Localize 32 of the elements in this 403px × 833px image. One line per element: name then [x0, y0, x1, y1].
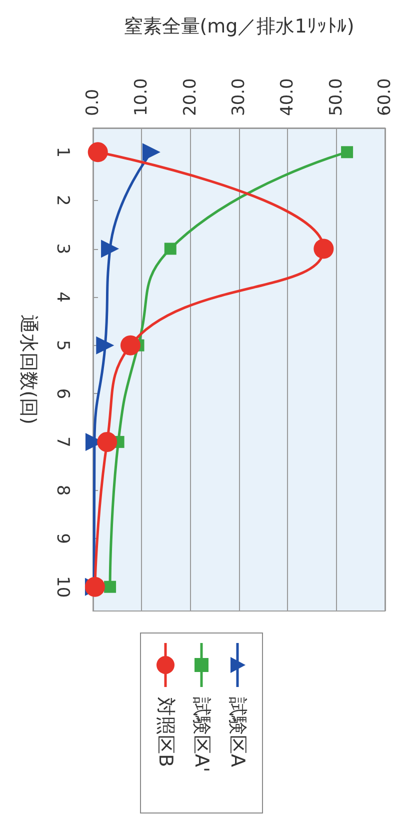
- x-tick-label: 40.0: [278, 78, 298, 116]
- x-tick-label: 20.0: [180, 78, 200, 116]
- x-tick-label: 60.0: [375, 78, 395, 116]
- point: [314, 238, 334, 259]
- y-tick-label: 3: [52, 243, 72, 254]
- y-tick-label: 8: [52, 484, 72, 496]
- y-tick-label: 5: [52, 340, 72, 351]
- y-tick-label: 9: [52, 533, 72, 544]
- y-tick-label: 2: [52, 195, 72, 206]
- point: [341, 146, 354, 158]
- point: [96, 336, 114, 354]
- y-tick-label: 10: [52, 576, 72, 598]
- legend-label: 対照区B: [154, 697, 176, 768]
- x-tick-label: 30.0: [229, 78, 249, 116]
- point: [101, 240, 120, 258]
- y-tick-label: 6: [52, 388, 72, 400]
- x-tick-label: 50.0: [326, 78, 346, 116]
- legend-label: 試験区A: [226, 697, 248, 767]
- legend-label: 試験区A': [190, 697, 212, 772]
- y-tick-label: 7: [52, 436, 72, 448]
- point: [142, 143, 160, 162]
- point: [120, 335, 140, 356]
- x-axis-title: 窒素全量(mg／排水1ﾘｯﾄﾙ): [124, 16, 354, 38]
- point: [104, 580, 116, 593]
- point: [88, 142, 108, 162]
- y-axis-title: 通水回数(回): [18, 314, 40, 424]
- y-tick-label: 4: [52, 292, 72, 302]
- point: [97, 432, 118, 452]
- x-tick-label: 0.0: [83, 88, 103, 116]
- point: [164, 242, 176, 255]
- y-tick-label: 1: [52, 146, 72, 158]
- x-tick-label: 10.0: [132, 78, 152, 116]
